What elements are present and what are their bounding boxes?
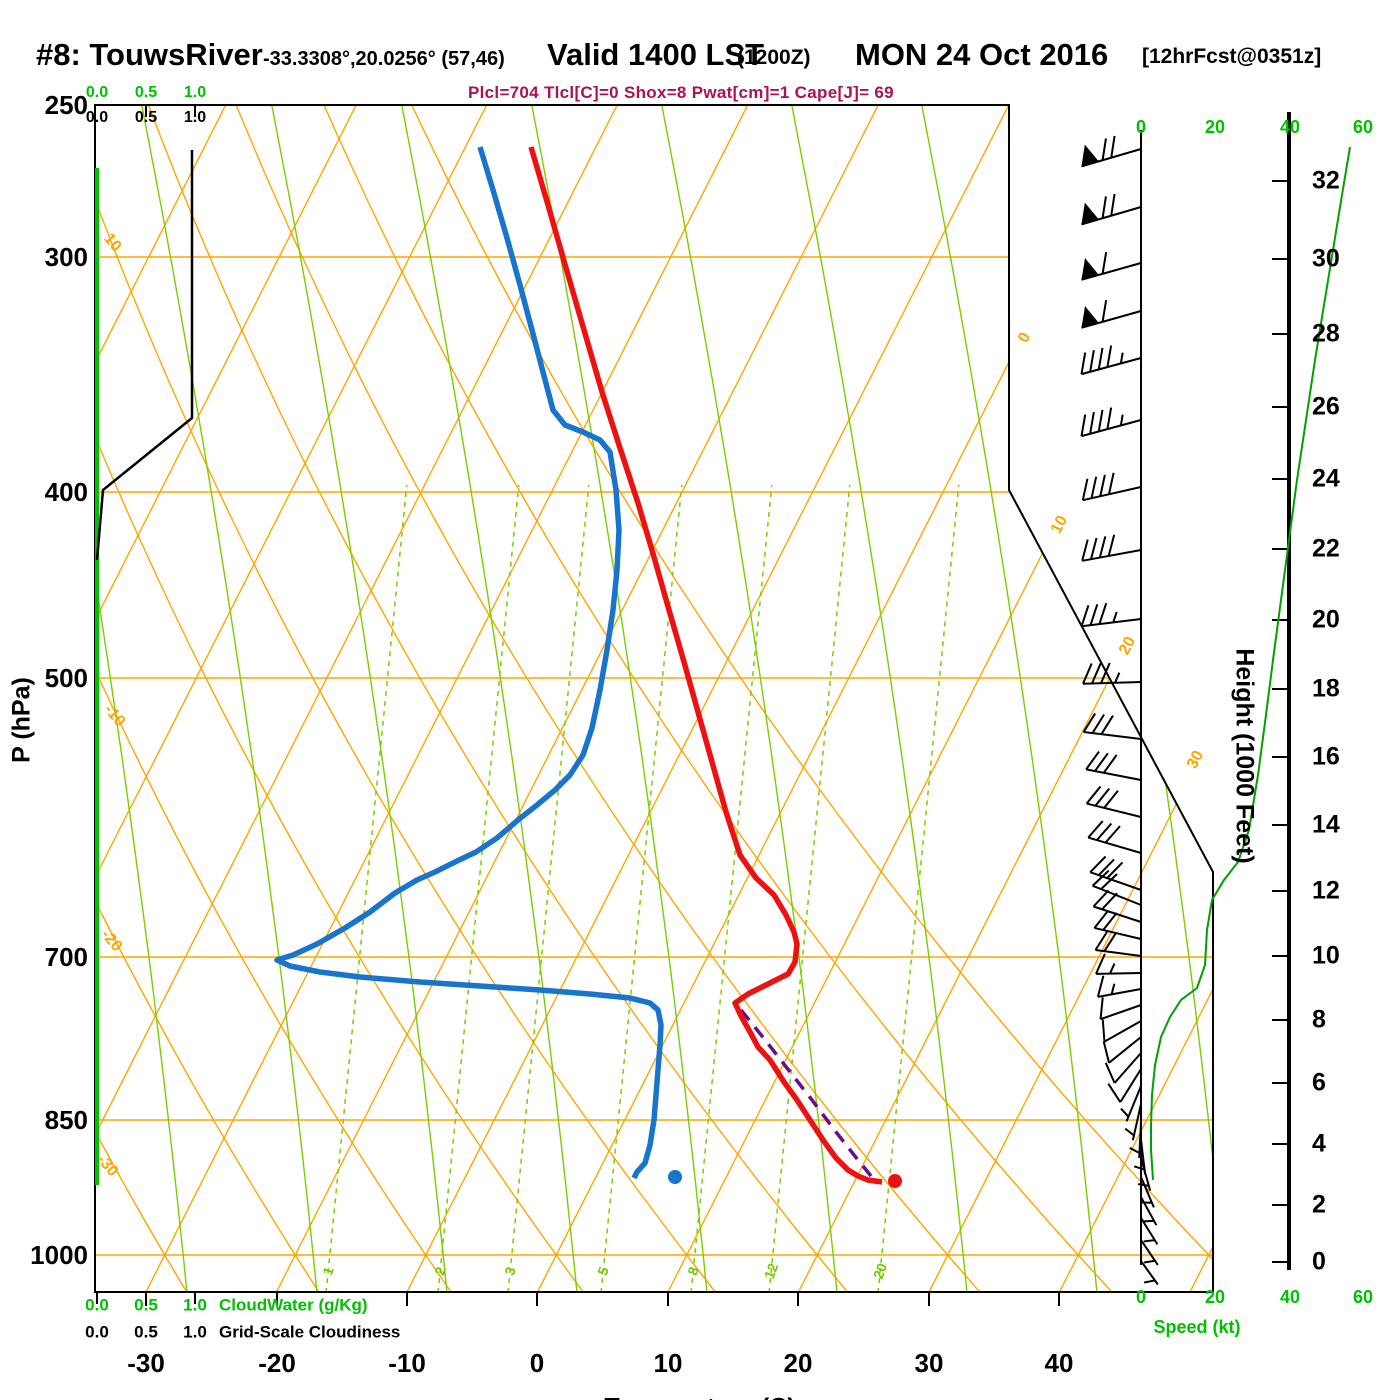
height-tick-label: 8: [1312, 1005, 1326, 1034]
wind-barbs: [1080, 135, 1159, 1286]
cloudwater-legend-label: CloudWater (g/Kg): [219, 1295, 368, 1315]
speed-tick-label-top: 40: [1279, 117, 1301, 137]
speed-tick-label-bottom: 40: [1279, 1287, 1301, 1307]
height-tick-label: 24: [1312, 464, 1340, 493]
surface-temperature-dot: [888, 1174, 902, 1188]
plot-border: [94, 104, 1214, 1293]
height-tick-label: 32: [1312, 166, 1340, 195]
sounding-indices: Plcl=704 Tlcl[C]=0 Shox=8 Pwat[cm]=1 Cap…: [468, 83, 894, 102]
speed-tick-label-top: 60: [1352, 117, 1374, 137]
height-tick-label: 20: [1312, 605, 1340, 634]
temp-tick-label: 10: [653, 1348, 683, 1378]
cloudiness-scale-bottom: 0.5: [134, 1322, 158, 1342]
height-tick-label: 26: [1312, 392, 1340, 421]
pressure-tick-label: 850: [44, 1105, 88, 1135]
height-tick-label: 16: [1312, 742, 1340, 771]
valid-date: MON 24 Oct 2016: [855, 37, 1109, 72]
temp-tick-label: -10: [388, 1348, 426, 1378]
height-tick-label: 18: [1312, 674, 1340, 703]
cloudiness-legend-label: Grid-Scale Cloudiness: [219, 1322, 401, 1342]
station-title: #8: TouwsRiver: [36, 37, 263, 72]
cloudwater-scale-bottom: 0.0: [85, 1295, 109, 1315]
pressure-tick-label: 1000: [30, 1240, 88, 1270]
cloudiness-scale-bottom: 1.0: [183, 1322, 207, 1342]
height-tick-label: 6: [1312, 1068, 1326, 1097]
pressure-tick-label: 300: [44, 242, 88, 272]
pressure-tick-label: 250: [44, 90, 88, 120]
temp-tick-label: 0: [529, 1348, 545, 1378]
cloudiness-scale-top: 0.5: [134, 109, 158, 126]
cloudwater-scale-top: 1.0: [183, 84, 207, 101]
cloudwater-scale-bottom: 1.0: [183, 1295, 207, 1315]
speed-tick-label-top: 0: [1135, 117, 1147, 137]
height-tick-label: 4: [1312, 1129, 1326, 1158]
height-tick-label: 28: [1312, 319, 1340, 348]
height-tick-label: 12: [1312, 876, 1340, 905]
speed-tick-label-bottom: 20: [1204, 1287, 1226, 1307]
speed-tick-label-bottom: 60: [1352, 1287, 1374, 1307]
height-tick-label: 2: [1312, 1190, 1326, 1219]
wind-speed-profile-line: [1150, 146, 1351, 1181]
forecast-tag: [12hrFcst@0351z]: [1142, 45, 1322, 68]
height-tick-label: 0: [1312, 1247, 1326, 1276]
skewt-background-grid: [95, 105, 1213, 1292]
height-tick-label: 10: [1312, 941, 1340, 970]
parcel-path-line: [739, 1008, 873, 1178]
cloudiness-scale-top: 1.0: [183, 109, 207, 126]
cloudwater-scale-top: 0.0: [85, 84, 109, 101]
cloudiness-scale-top: 0.0: [85, 109, 109, 126]
cloudwater-scale-top: 0.5: [134, 84, 158, 101]
temp-tick-label: -20: [258, 1348, 296, 1378]
temp-tick-label: 20: [783, 1348, 813, 1378]
pressure-axis-title: P (hPa): [7, 677, 36, 763]
speed-tick-label-bottom: 0: [1135, 1287, 1147, 1307]
height-tick-label: 22: [1312, 534, 1340, 563]
surface-dewpoint-dot: [668, 1170, 682, 1184]
cloudiness-profile-line: [95, 150, 194, 561]
temp-tick-label: 30: [914, 1348, 944, 1378]
station-coords: -33.3308°,20.0256° (57,46): [263, 48, 505, 70]
speed-axis-title: Speed (kt): [1153, 1317, 1241, 1337]
height-tick-label: 30: [1312, 244, 1340, 273]
temp-tick-label: 40: [1044, 1348, 1074, 1378]
cloudwater-scale-bottom: 0.5: [134, 1295, 158, 1315]
temperature-curve: [528, 146, 883, 1185]
speed-tick-label-top: 20: [1204, 117, 1226, 137]
height-tick-label: 14: [1312, 810, 1340, 839]
valid-time: Valid 1400 LST: [547, 37, 765, 72]
temp-tick-label: -30: [127, 1348, 165, 1378]
pressure-tick-label: 400: [44, 477, 88, 507]
dewpoint-curve: [274, 146, 664, 1180]
pressure-tick-label: 500: [44, 663, 88, 693]
temperature-axis-title: Temperature (C): [604, 1395, 795, 1400]
zulu-time: (1200Z): [737, 46, 811, 69]
cloudiness-scale-bottom: 0.0: [85, 1322, 109, 1342]
pressure-tick-label: 700: [44, 942, 88, 972]
height-axis-title: Height (1000 Feet): [1230, 648, 1259, 864]
